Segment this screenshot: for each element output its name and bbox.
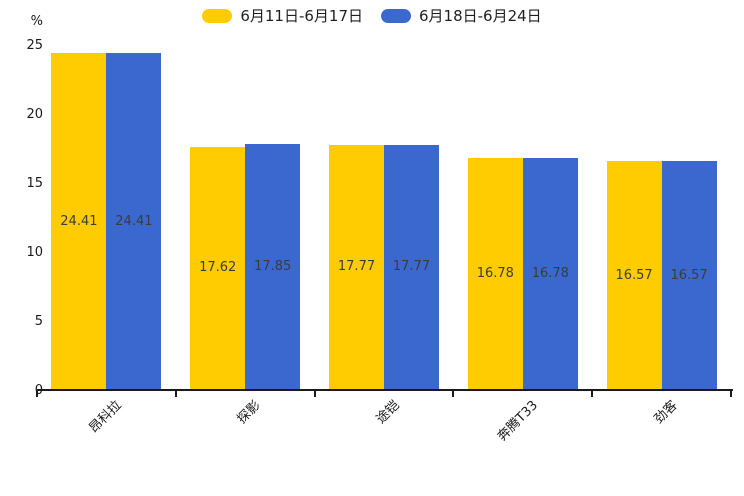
y-tick-label: 10: [26, 244, 43, 260]
x-axis-tick: [591, 391, 594, 397]
y-tick-label: 5: [34, 313, 43, 329]
bar-series2-途铠: [384, 144, 439, 390]
x-category-label: 昂科拉: [86, 398, 126, 437]
bar-series2-昂科拉: [106, 53, 162, 390]
y-axis-unit-label: %: [30, 14, 43, 29]
x-axis-tick: [36, 391, 38, 397]
bar-series2-奔腾T33: [522, 158, 578, 390]
x-category-label: 途铠: [373, 398, 403, 428]
y-tick-label: 25: [26, 37, 43, 53]
legend-item-week1[interactable]: 6月11日-6月17日: [202, 6, 363, 26]
bar-value-label: 24.41: [115, 213, 153, 229]
bar-value-label: 17.62: [199, 260, 237, 276]
bar-series2-劲客: [661, 161, 717, 390]
bar-series1-昂科拉: [51, 53, 107, 390]
x-axis-line: [37, 389, 733, 391]
x-axis-tick: [730, 391, 732, 397]
bar-value-label: 17.85: [254, 258, 292, 274]
bar-value-label: 17.77: [337, 259, 376, 275]
legend-swatch-blue-icon: [381, 9, 411, 23]
x-category-label: 劲客: [651, 398, 681, 428]
bar-series2-探影: [245, 143, 301, 390]
bar-series1-探影: [190, 146, 246, 390]
x-category-label: 奔腾T33: [495, 398, 542, 445]
bar-value-label: 17.77: [392, 259, 431, 275]
y-tick-label: 15: [26, 175, 43, 191]
bar-series1-奔腾T33: [467, 158, 523, 390]
y-tick-label: 20: [26, 106, 43, 122]
legend-item-week2[interactable]: 6月18日-6月24日: [381, 6, 542, 26]
legend-swatch-yellow-icon: [202, 9, 233, 23]
x-category-label: 探影: [234, 398, 264, 428]
x-axis-tick: [174, 391, 177, 397]
legend-label-week1: 6月11日-6月17日: [240, 7, 363, 25]
bar-value-label: 16.78: [531, 266, 569, 282]
bar-series1-劲客: [606, 161, 662, 390]
legend-label-week2: 6月18日-6月24日: [419, 7, 542, 25]
x-axis-tick: [313, 391, 316, 397]
bar-value-label: 24.41: [60, 213, 98, 229]
bar-value-label: 16.57: [615, 267, 653, 283]
x-axis-tick: [452, 391, 455, 397]
legend: 6月11日-6月17日 6月18日-6月24日: [0, 6, 744, 26]
bar-series1-途铠: [329, 144, 384, 390]
bar-value-label: 16.57: [670, 267, 708, 283]
bar-value-label: 16.78: [476, 266, 514, 282]
